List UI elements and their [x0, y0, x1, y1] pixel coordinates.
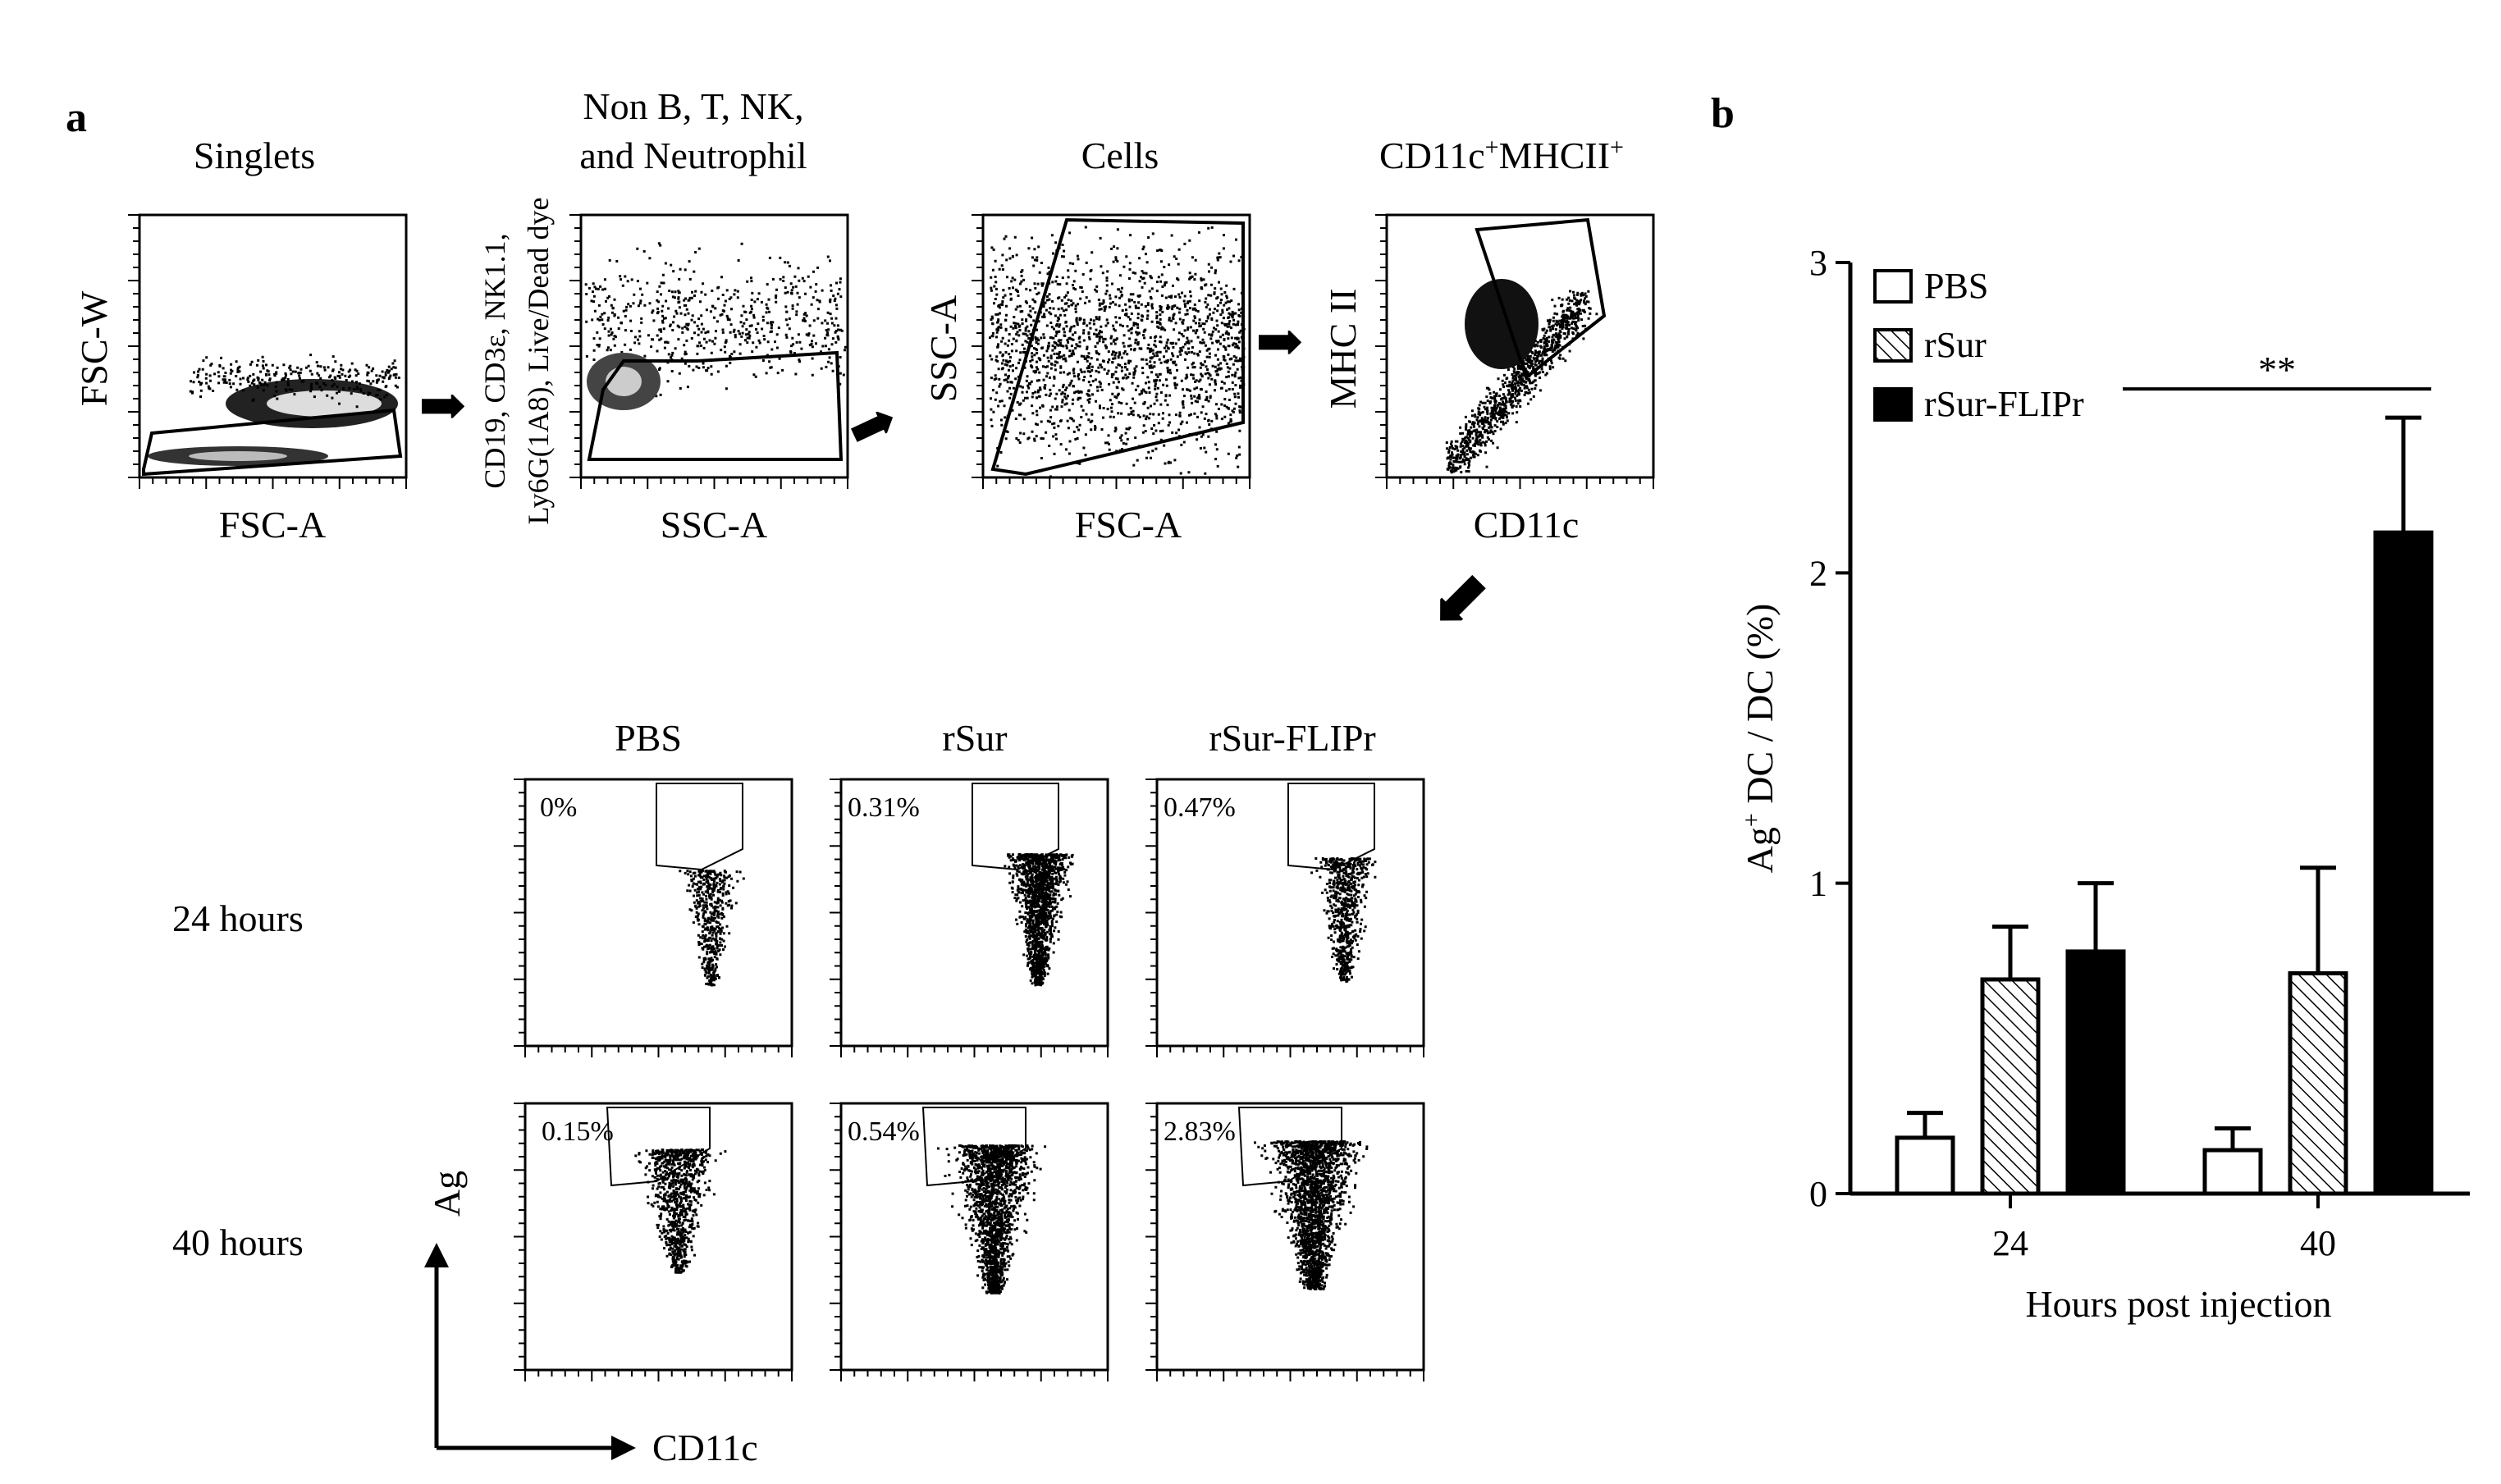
- x-axis-label: CD11c: [1474, 504, 1580, 546]
- column-header-rsur: rSur: [942, 717, 1007, 759]
- legend-label: PBS: [1924, 266, 1988, 306]
- grid-plot: 0.47%: [1145, 778, 1425, 1057]
- plot-frame: [981, 213, 1251, 479]
- column-header-rsur-flipr: rSur-FLIPr: [1209, 717, 1376, 759]
- gating-plot-cd11c-mhcii: CD11c+MHCII+ MHC II CD11c: [1322, 134, 1655, 546]
- y-tick-label: 2: [1809, 553, 1827, 593]
- grid-plot: 0.54%: [830, 1102, 1109, 1381]
- legend-label: rSur-FLIPr: [1924, 384, 2084, 424]
- y-axis-label: FSC-W: [73, 290, 115, 406]
- panel-letter-a: a: [66, 94, 87, 141]
- ag-grid: PBS rSur rSur-FLIPr 24 hours 40 hours 0%…: [172, 717, 1425, 1468]
- y-tick-label: 1: [1809, 864, 1827, 904]
- up-arrow-icon: [424, 1243, 449, 1267]
- y-axis-label-line1: CD19, CD3ε, NK1.1,: [478, 233, 511, 488]
- density-core: [1465, 279, 1539, 369]
- plot-title-line2: and Neutrophil: [579, 135, 807, 176]
- gate-percent: 2.83%: [1164, 1116, 1236, 1147]
- x-axis-label: Hours post injection: [2025, 1283, 2331, 1325]
- y-axis-label: Ag+ DC / DC (%): [1738, 604, 1781, 874]
- scatter-points: [1254, 1140, 1369, 1290]
- gating-plot-singlets: Singlets FSC-W FSC-A: [73, 135, 408, 546]
- axis-ticks: [1375, 214, 1654, 489]
- scatter-points: [1004, 853, 1074, 987]
- plot-title-line1: Non B, T, NK,: [583, 85, 803, 127]
- arrow-icon: ➡: [418, 375, 467, 438]
- gate-polygon: [587, 350, 844, 461]
- x-axis-label: FSC-A: [1075, 504, 1182, 546]
- axis-ticks: [1145, 1103, 1424, 1381]
- y-tick-label: 3: [1809, 243, 1827, 283]
- gating-plot-non-b-t-nk-neutrophil: Non B, T, NK, and Neutrophil CD19, CD3ε,…: [478, 85, 849, 546]
- grid-plot: 0.31%: [830, 778, 1109, 1057]
- row-label-24-hours: 24 hours: [172, 897, 304, 939]
- plot-title: CD11c+MHCII+: [1379, 134, 1624, 177]
- legend-swatch: [1873, 387, 1913, 422]
- legend-swatch: [1873, 269, 1913, 304]
- row-label-40-hours: 40 hours: [172, 1221, 304, 1263]
- plot-frame: [579, 213, 849, 479]
- plot-title: Singlets: [194, 135, 315, 176]
- scatter-points: [679, 870, 745, 987]
- gate-polygon: [1475, 217, 1607, 381]
- scatter-points: [1445, 290, 1598, 474]
- axis-ticks: [128, 214, 407, 489]
- grid-plot: 2.83%: [1145, 1102, 1425, 1381]
- axis-ticks: [514, 779, 793, 1057]
- density-contour: [148, 354, 400, 466]
- axis-ticks: [569, 214, 848, 489]
- bar: [2288, 970, 2348, 1196]
- gating-plot-cells: Cells SSC-A FSC-A: [922, 135, 1251, 546]
- x-axis-label: SSC-A: [661, 504, 767, 546]
- axis-ticks: [830, 1103, 1109, 1381]
- x-tick-label: 24: [1992, 1223, 2028, 1263]
- plot-title: Cells: [1081, 135, 1159, 176]
- arrow-down-left-icon: ➡: [1410, 550, 1511, 651]
- arrow-icon: ➡: [1255, 311, 1304, 374]
- column-header-pbs: PBS: [615, 717, 682, 759]
- bar: [1980, 977, 2041, 1196]
- axis-ticks: [830, 779, 1109, 1057]
- bar-chart: 0 1 2 3 24 40 ** PBS rSur rSur-FLIPr Ag+ DC / D…: [1738, 243, 2470, 1325]
- gate-polygon: [990, 217, 1245, 477]
- gate-polygon: [656, 783, 743, 871]
- x-tick-label: 40: [2300, 1223, 2336, 1263]
- grid-plot: 0%: [514, 778, 793, 1057]
- scatter-points: [937, 1144, 1047, 1295]
- y-tick-label: 0: [1809, 1174, 1827, 1214]
- y-axis-label: MHC II: [1322, 289, 1364, 409]
- axis-ticks: [972, 214, 1250, 489]
- axis-arrows: Ag CD11c: [424, 1171, 758, 1468]
- scatter-points: [989, 226, 1246, 478]
- gate-percent: 0.15%: [542, 1116, 614, 1147]
- legend-swatch: [1873, 328, 1913, 363]
- gate-polygon: [606, 1107, 711, 1187]
- scatter-points: [1310, 857, 1377, 983]
- bar: [2202, 1148, 2263, 1196]
- gate-percent: 0.31%: [848, 792, 920, 823]
- scatter-points: [634, 1148, 727, 1274]
- bar: [2373, 530, 2434, 1196]
- gate-percent: 0.54%: [848, 1116, 920, 1147]
- significance-label: **: [2258, 349, 2296, 390]
- grid-plot: 0.15%: [514, 1102, 793, 1381]
- y-axis-label: SSC-A: [922, 295, 964, 402]
- gate-percent: 0.47%: [1164, 792, 1236, 823]
- axis-ticks: [1145, 779, 1424, 1057]
- ag-axis-label: Ag: [426, 1171, 468, 1217]
- bar: [1895, 1135, 1955, 1196]
- gate-polygon: [142, 408, 403, 477]
- plot-frame: [138, 213, 408, 479]
- axis-ticks: [514, 1103, 793, 1381]
- panel-letter-b: b: [1711, 90, 1735, 137]
- legend-label: rSur: [1924, 325, 1987, 365]
- gate-percent: 0%: [540, 792, 577, 823]
- x-axis-label: FSC-A: [219, 504, 326, 546]
- y-axis-label-line2: Ly6G(1A8), Live/Dead dye: [522, 198, 555, 525]
- right-arrow-icon: [611, 1436, 636, 1460]
- bar: [2065, 949, 2126, 1196]
- cd11c-axis-label: CD11c: [652, 1427, 758, 1468]
